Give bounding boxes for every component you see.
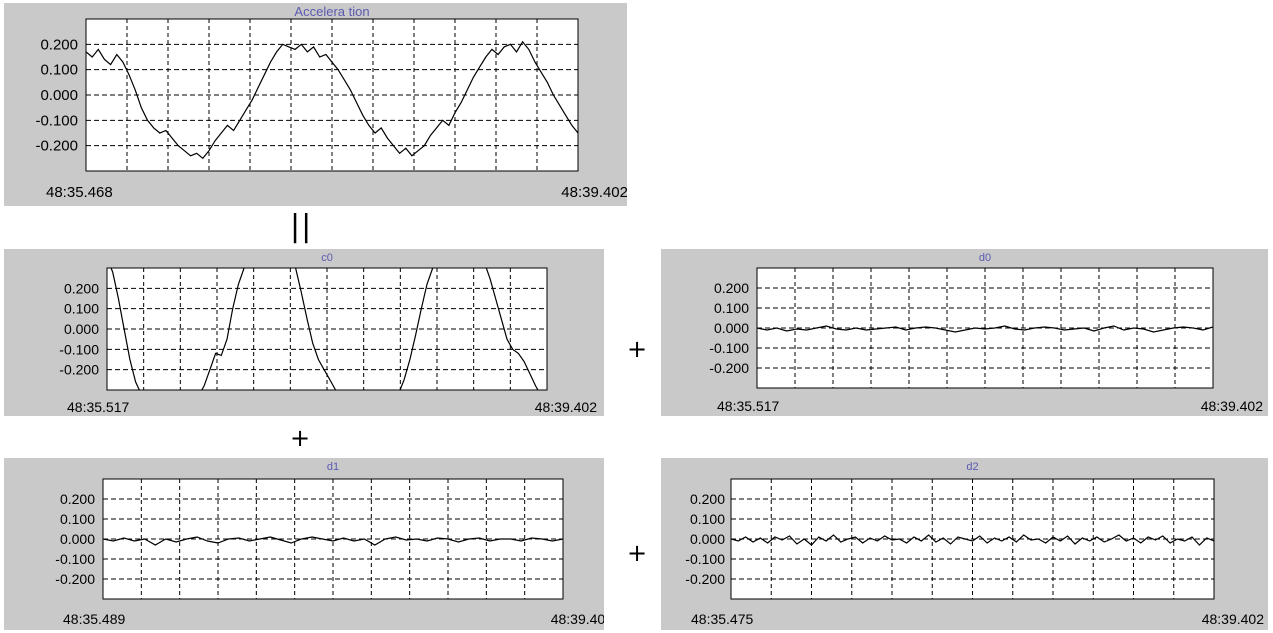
d2-chart: d2 0.200 0.100 0.000 -0.100 -0.200 48:35.475 48… — [685, 461, 1264, 627]
plus-operator-2: + — [290, 424, 311, 452]
d2-y-tick-label: -0.100 — [685, 551, 725, 567]
d0-x-start-label: 48:35.517 — [717, 398, 779, 414]
acceleration-chart-panel: Accelera tion 0.200 0.100 0.000 -0.100 -0.200… — [4, 3, 627, 206]
d0-y-tick-label: 0.100 — [714, 300, 749, 316]
d0-chart: d0 0.200 0.100 0.000 -0.100 -0.200 48:35.517 48… — [709, 252, 1263, 414]
c0-y-tick-label: 0.100 — [64, 301, 99, 317]
equals-operator: || — [290, 209, 313, 244]
plus-operator-3: + — [627, 539, 648, 567]
c0-x-end-label: 48:39.402 — [535, 399, 597, 415]
acceleration-y-tick-label: 0.100 — [40, 62, 78, 79]
d2-chart-title: d2 — [966, 461, 978, 473]
d1-y-tick-label: 0.000 — [60, 531, 95, 547]
d1-y-tick-label: 0.100 — [60, 511, 95, 527]
d2-x-end-label: 48:39.402 — [1202, 611, 1264, 627]
d0-y-tick-label: 0.000 — [714, 320, 749, 336]
plus-operator-1: + — [627, 335, 648, 363]
acceleration-chart-title: Accelera tion — [294, 4, 369, 19]
c0-x-start-label: 48:35.517 — [67, 399, 129, 415]
d2-y-tick-label: 0.100 — [690, 511, 725, 527]
d0-x-end-label: 48:39.402 — [1201, 398, 1263, 414]
acceleration-y-tick-label: 0.200 — [40, 36, 78, 53]
d2-y-tick-label: 0.200 — [690, 491, 725, 507]
d1-x-start-label: 48:35.489 — [63, 611, 125, 627]
d0-chart-panel: d0 0.200 0.100 0.000 -0.100 -0.200 48:35.517 48… — [661, 249, 1268, 416]
d2-y-tick-label: 0.000 — [690, 531, 725, 547]
acceleration-y-tick-label: -0.100 — [35, 112, 78, 129]
acceleration-y-tick-label: -0.200 — [35, 138, 78, 155]
d0-y-tick-label: -0.100 — [709, 340, 749, 356]
d1-series-line — [103, 536, 563, 546]
d2-x-start-label: 48:35.475 — [691, 611, 753, 627]
acceleration-y-tick-label: 0.000 — [40, 87, 78, 104]
c0-y-tick-label: 0.200 — [64, 280, 99, 296]
d2-y-tick-label: -0.200 — [685, 571, 725, 587]
d1-y-tick-label: 0.200 — [60, 491, 95, 507]
d0-y-tick-label: 0.200 — [714, 280, 749, 296]
c0-y-tick-label: 0.000 — [64, 321, 99, 337]
d1-y-tick-label: -0.200 — [55, 571, 95, 587]
d0-y-tick-label: -0.200 — [709, 360, 749, 376]
acceleration-chart: Accelera tion 0.200 0.100 0.000 -0.100 -0.200… — [35, 4, 627, 201]
d1-chart-panel: d1 0.200 0.100 0.000 -0.100 -0.200 48:35.489 48… — [4, 458, 604, 630]
c0-chart-title: c0 — [321, 252, 333, 264]
d0-chart-title: d0 — [979, 252, 991, 264]
c0-series-line — [110, 268, 539, 390]
c0-chart-panel: c0 0.200 0.100 0.000 -0.100 -0.200 48:35.517 48… — [4, 249, 604, 416]
c0-y-tick-label: -0.200 — [59, 362, 99, 378]
d0-series-line — [757, 325, 1213, 333]
d1-x-end-label: 48:39.402 — [551, 611, 604, 627]
c0-chart: c0 0.200 0.100 0.000 -0.100 -0.200 48:35.517 48… — [59, 252, 597, 415]
acceleration-series-line — [86, 40, 578, 160]
d1-chart-title: d1 — [327, 461, 339, 473]
d1-chart: d1 0.200 0.100 0.000 -0.100 -0.200 48:35.489 48… — [55, 461, 604, 627]
d2-series-line — [731, 534, 1214, 546]
acceleration-x-start-label: 48:35.468 — [46, 184, 113, 201]
acceleration-x-end-label: 48:39.402 — [561, 184, 627, 201]
d1-y-tick-label: -0.100 — [55, 551, 95, 567]
c0-y-tick-label: -0.100 — [59, 341, 99, 357]
d2-chart-panel: d2 0.200 0.100 0.000 -0.100 -0.200 48:35.475 48… — [661, 458, 1268, 630]
